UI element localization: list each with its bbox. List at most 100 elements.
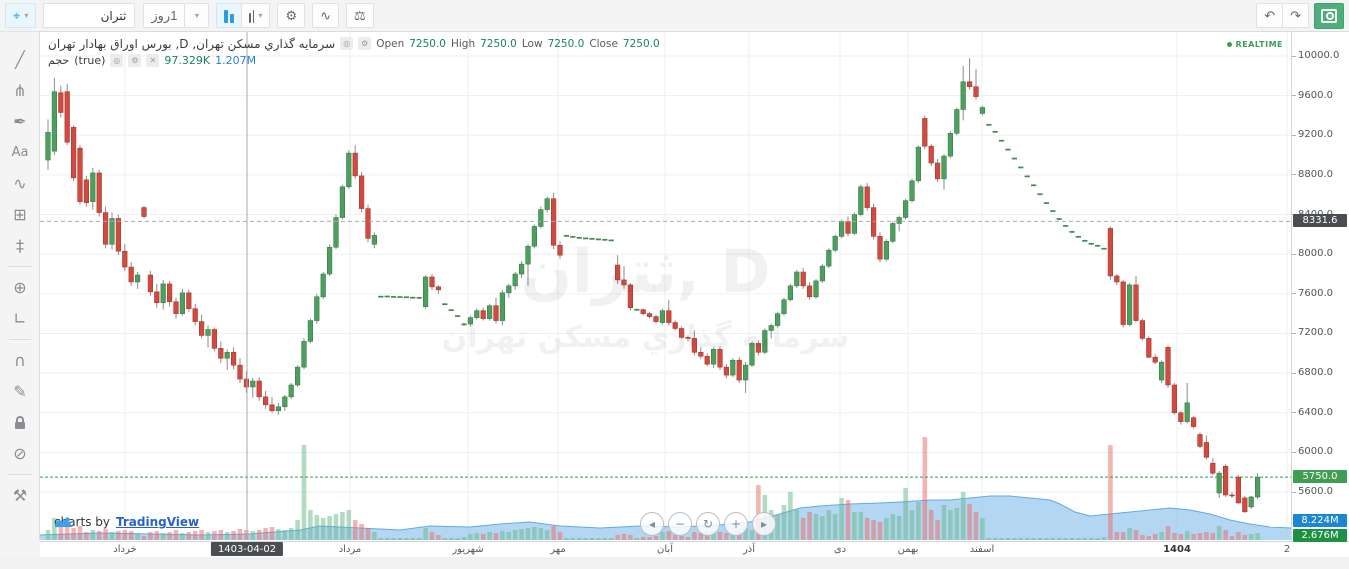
camera-icon [1321,8,1337,23]
interval-dropdown-button[interactable]: ▾ [184,3,210,28]
lock-drawings-tool[interactable] [5,407,35,438]
volume-ma-value: 1.207M [215,54,257,67]
chevron-down-icon: ▾ [194,11,199,20]
drawing-mode-tool[interactable]: ✎ [13,382,27,401]
crosshair-cursor-button[interactable]: ⌖ ▾ [5,3,37,28]
scroll-right-button[interactable]: ▸ [752,512,776,536]
gear-icon[interactable]: ⚙ [358,37,372,50]
crosshair-icon: ⌖ [13,7,21,23]
fib-tool[interactable]: ⊞ [13,205,27,224]
indicators-icon: ∿ [320,7,331,23]
chart-style-button[interactable]: ▾ [241,3,271,28]
price-tick-mark [1292,412,1296,414]
gear-icon[interactable]: ⚙ [128,54,142,67]
drawing-toolbar: ╱ ⋔ ✒ Aa ∿ ⊞ ‡ ⊕ ∟ ∩ ✎ ⊘ ⚒ [0,32,40,557]
price-tick-mark [1292,451,1296,453]
scroll-left-button[interactable]: ◂ [640,512,664,536]
open-label: Open [376,37,405,50]
top-toolbar: ⌖▾ 1روز ▾ ▾ ⚙ ∿ ⚖ ↶ [0,0,1349,32]
toolbar-divider [9,474,31,475]
price-tick-label: 9200.0 [1298,129,1333,141]
hide-drawings-tool[interactable]: ⊘ [13,444,27,463]
time-axis-label: مهر [550,544,566,555]
time-axis-label: خرداد [113,544,137,555]
chart-canvas[interactable]: ثتران, D سرمايه گذاري مسکن تهران سرمايه … [40,32,1291,541]
eye-icon[interactable]: ◎ [340,37,354,50]
candlestick-style-button[interactable] [216,3,243,28]
magnet-tool[interactable]: ∩ [14,351,26,370]
chart-legend: سرمايه گذاري مسکن تهران, D, بورس اوراق ب… [48,35,660,69]
redo-icon: ↷ [1290,7,1301,23]
price-tick-mark [1292,134,1296,136]
undo-button[interactable]: ↶ [1256,3,1284,28]
indicators-button[interactable]: ∿ [312,3,339,28]
redo-button[interactable]: ↷ [1282,3,1309,28]
price-tick-label: 6400.0 [1298,406,1333,418]
close-label: Close [589,37,618,50]
candlestick-icon [224,9,235,23]
interval-button[interactable]: 1روز [143,3,186,28]
remove-drawings-tool[interactable]: ⚒ [12,486,28,505]
time-axis-label: مرداد [338,544,362,555]
brush-tool[interactable]: ✒ [13,112,27,131]
volume-legend-row: حجم (true) ◎ ⚙ ✕ 97.329K 1.207M [48,52,660,69]
tradingview-link[interactable]: TradingView [115,515,200,529]
chevron-down-icon: ▾ [258,11,263,20]
price-tick-label: 7200.0 [1298,327,1333,339]
price-tick-mark [1292,491,1296,493]
time-axis[interactable]: خرداد مرداد شهريور مهر آبان آذر دی بهمن اسفند 140… [40,541,1349,558]
price-tick-mark [1292,55,1296,57]
symbol-input[interactable] [43,3,136,28]
close-value: 7250.0 [622,37,660,50]
long-position-tool[interactable]: ‡ [16,236,24,255]
compare-button[interactable]: ⚖ [346,3,374,28]
chart-nav-controls: ◂ − ↻ + ▸ [638,512,778,536]
price-axis[interactable]: 10000.0 9600.0 9200.0 8800.0 8400.0 8000.0 760… [1291,32,1349,542]
candlestick-chart [40,32,1291,540]
price-tick-label: 6000.0 [1298,446,1333,458]
time-axis-label: دی [833,544,847,555]
price-tick-label: 7600.0 [1298,287,1333,299]
price-tick-mark [1292,253,1296,255]
zoom-out-button[interactable]: − [668,512,692,536]
volume-ma-axis-label: 8.224M [1293,514,1347,527]
pitchfork-tool[interactable]: ⋔ [13,81,27,100]
crosshair-price-label: 8331.6 [1293,214,1347,228]
zoom-in-button[interactable]: + [724,512,748,536]
price-tick-label: 6800.0 [1298,367,1333,379]
price-tick-mark [1292,174,1296,176]
trend-line-tool[interactable]: ╱ [15,50,25,69]
low-label: Low [521,37,543,50]
zoom-in-tool[interactable]: ⊕ [13,278,27,297]
price-tick-mark [1292,372,1296,374]
toolbar-divider [9,266,31,267]
gear-icon: ⚙ [285,7,298,23]
tradingview-logo-icon [55,517,73,527]
bottom-strip [0,557,1349,569]
eye-icon[interactable]: ◎ [110,54,124,67]
symbol-title: سرمايه گذاري مسکن تهران, D, بورس اوراق ب… [48,36,336,51]
ohlc-style-icon [249,9,255,23]
reset-chart-button[interactable]: ↻ [696,512,720,536]
volume-study-args: (true) [74,54,106,67]
last-price-label: 5750.0 [1293,470,1347,484]
volume-axis-label: 2.676M [1293,529,1347,542]
screenshot-button[interactable] [1314,2,1344,29]
volume-value: 97.329K [164,54,211,67]
price-tick-label: 5600.0 [1298,486,1333,497]
price-tick-label: 9600.0 [1298,89,1333,101]
measure-tool[interactable]: ∟ [13,309,27,328]
time-axis-label: 2 [1283,544,1291,555]
lock-icon [15,416,25,429]
close-icon[interactable]: ✕ [146,54,160,67]
chevron-down-icon: ▾ [24,11,29,20]
xabcd-pattern-tool[interactable]: ∿ [13,174,27,193]
time-axis-label: 1404 [1163,544,1191,555]
chart-properties-button[interactable]: ⚙ [277,3,306,28]
text-tool[interactable]: Aa [11,145,29,160]
high-label: High [450,37,476,50]
price-tick-mark [1292,95,1296,97]
low-value: 7250.0 [547,37,585,50]
price-tick-mark [1292,293,1296,295]
